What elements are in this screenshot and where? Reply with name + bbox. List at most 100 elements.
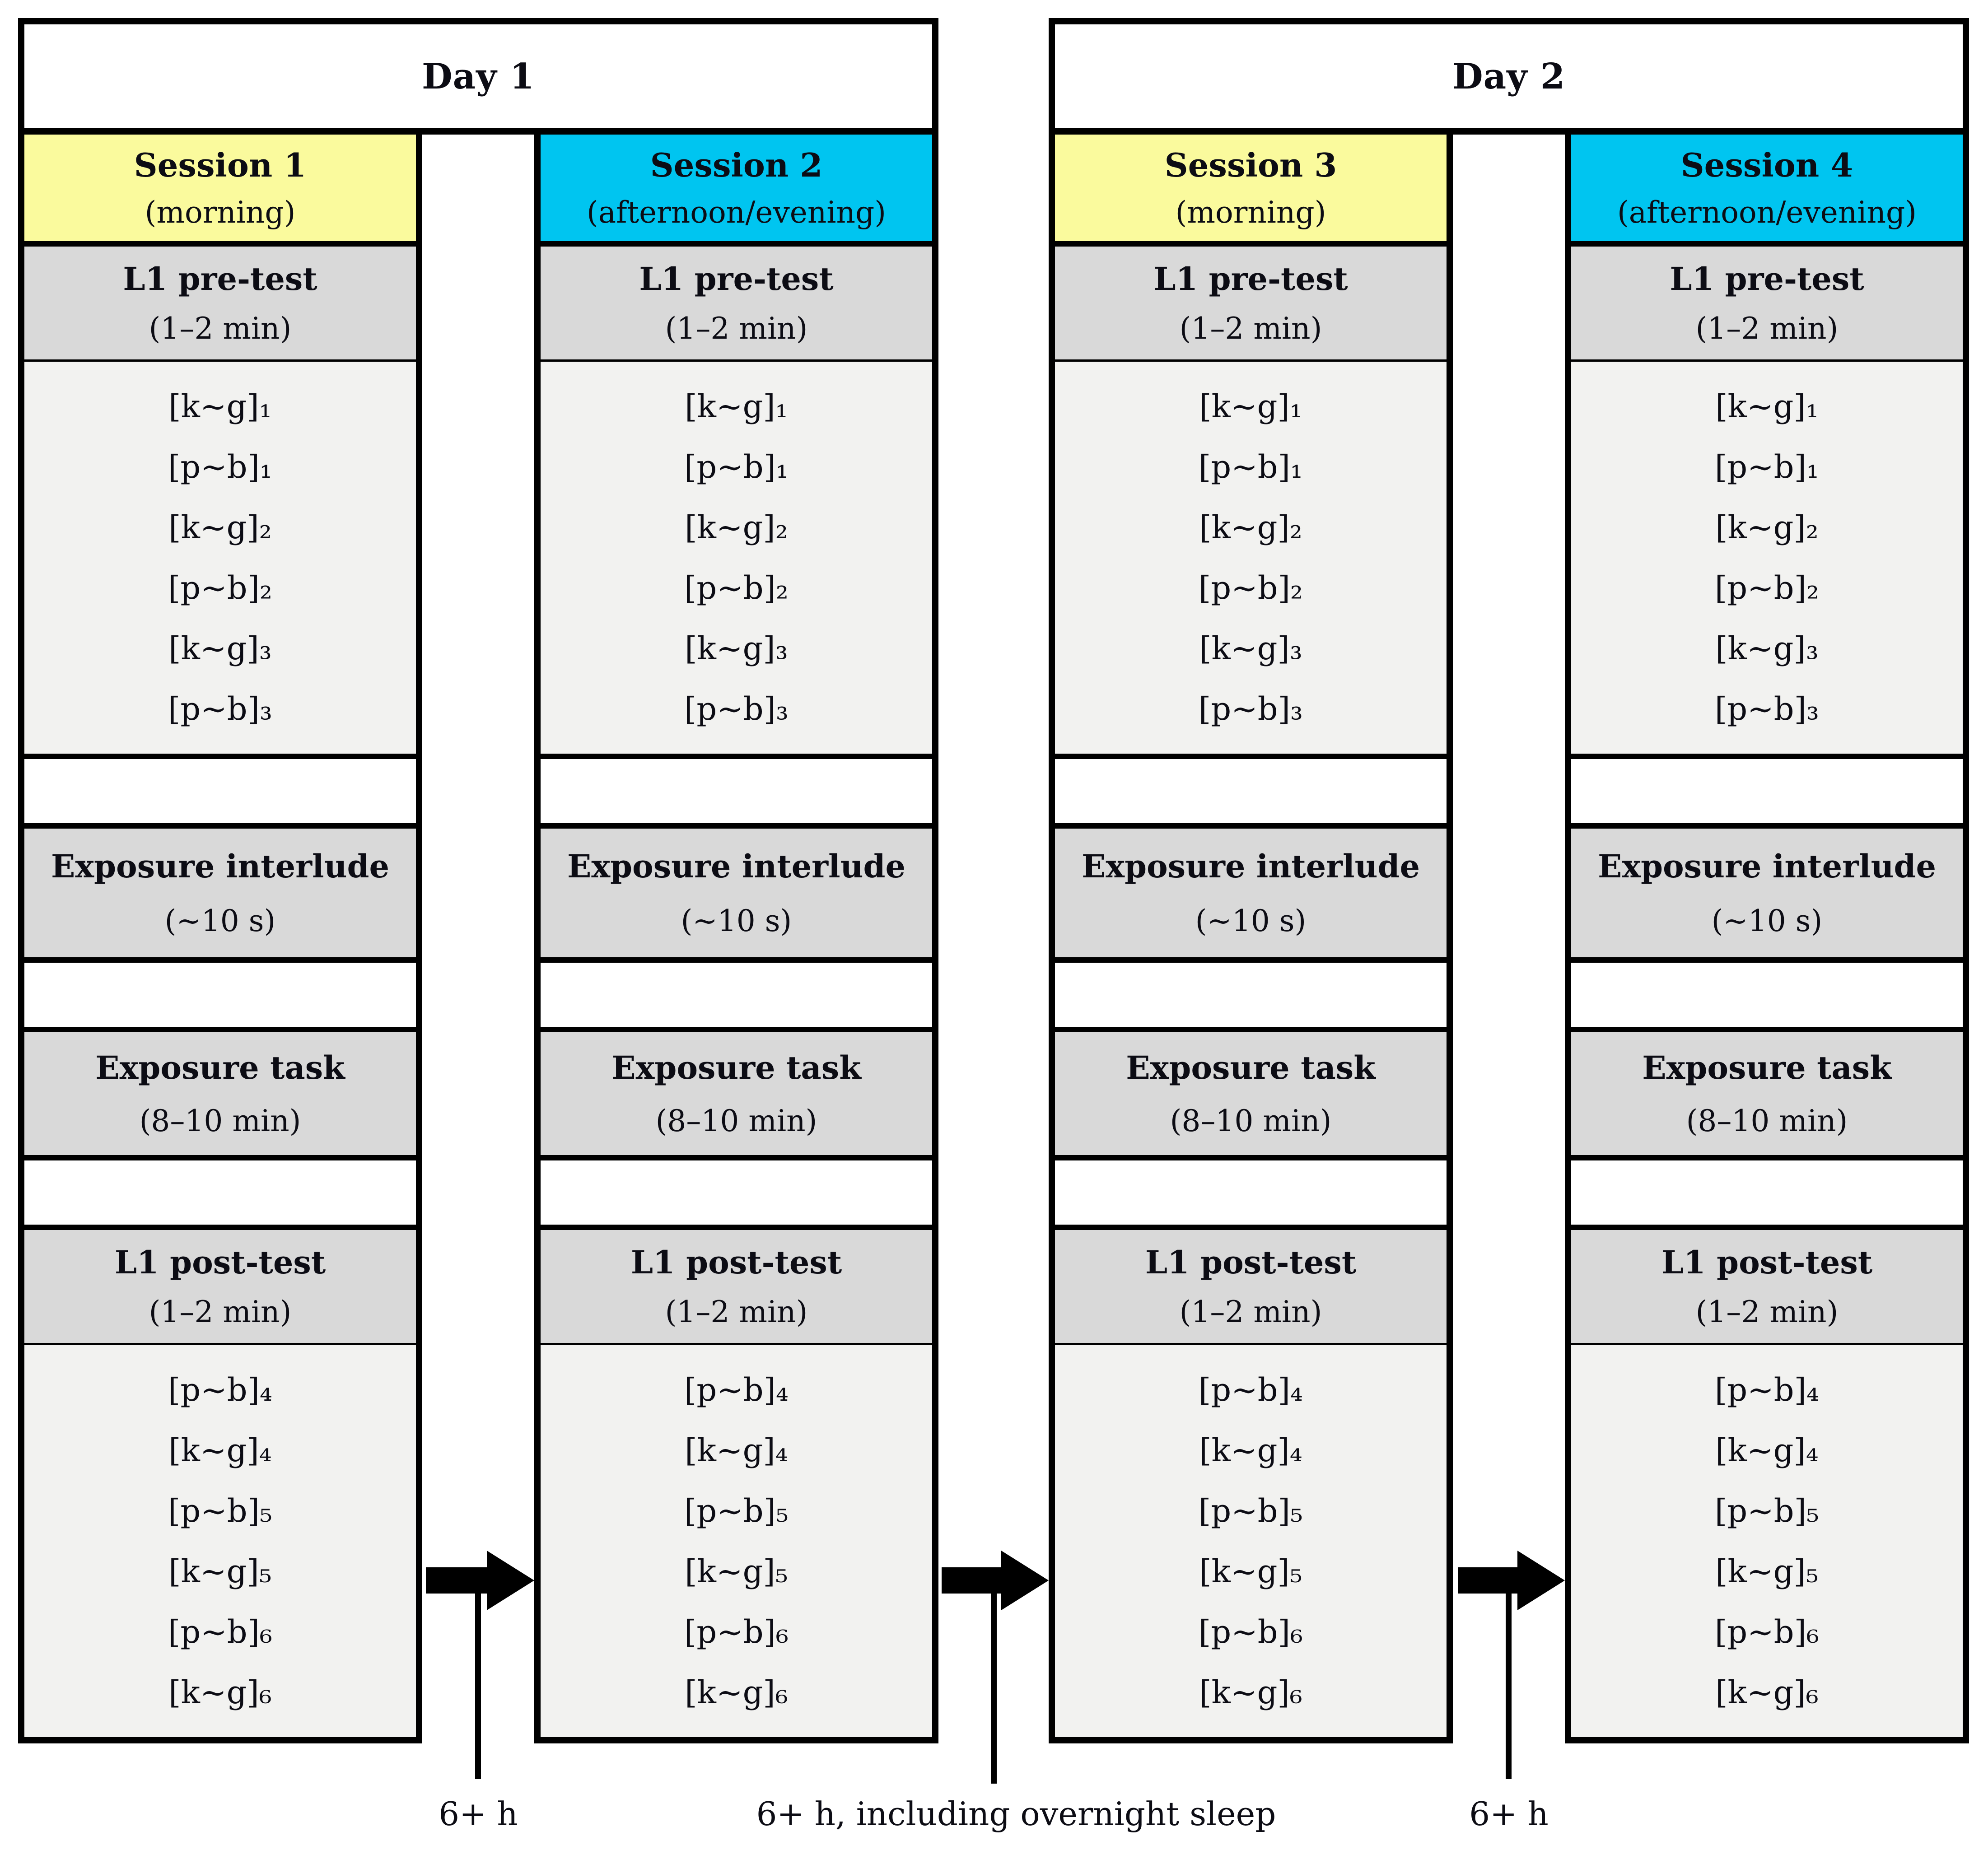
- gap-spacer: [24, 759, 416, 823]
- stimulus-item: [k~g]₃: [168, 630, 272, 667]
- gap-spacer: [24, 1160, 416, 1225]
- interlude-duration: (~10 s): [164, 904, 276, 939]
- pretest-label: L1 pre-test (1–2 min): [1055, 247, 1447, 362]
- arrow-head: [1517, 1551, 1565, 1610]
- posttest-label: L1 post-test (1–2 min): [541, 1230, 932, 1345]
- gap-spacer: [1571, 963, 1963, 1027]
- stimulus-item: [k~g]₃: [685, 630, 788, 667]
- posttest-title: L1 post-test: [1145, 1244, 1357, 1281]
- day-2-title: Day 2: [1452, 56, 1565, 97]
- gap-spacer: [1055, 963, 1447, 1027]
- session-title: Session 1: [134, 145, 307, 184]
- task-duration: (8–10 min): [1170, 1103, 1332, 1138]
- interlude-duration: (~10 s): [1711, 904, 1823, 939]
- task-title: Exposure task: [1126, 1049, 1376, 1087]
- posttest-title: L1 post-test: [1661, 1244, 1873, 1281]
- stimulus-item: [k~g]₆: [168, 1674, 272, 1711]
- stimulus-item: [p~b]₅: [1715, 1492, 1819, 1529]
- posttest-stimuli-list: [p~b]₄ [k~g]₄ [p~b]₅ [k~g]₅ [p~b]₆ [k~g]…: [1571, 1345, 1963, 1737]
- task-block: Exposure task (8–10 min): [541, 1032, 932, 1155]
- stimulus-item: [k~g]₁: [1715, 388, 1819, 425]
- stimulus-item: [p~b]₁: [168, 448, 272, 485]
- stimulus-item: [k~g]₆: [685, 1674, 788, 1711]
- session-3-column: Session 3 (morning) L1 pre-test (1–2 min…: [1049, 135, 1453, 1743]
- posttest-label: L1 post-test (1–2 min): [1571, 1230, 1963, 1345]
- stimulus-item: [p~b]₆: [168, 1613, 272, 1650]
- pretest-label: L1 pre-test (1–2 min): [1571, 247, 1963, 362]
- gap-spacer: [541, 963, 932, 1027]
- pretest-duration: (1–2 min): [1179, 311, 1322, 346]
- session-title: Session 2: [650, 145, 823, 184]
- interlude-duration: (~10 s): [1195, 904, 1307, 939]
- pretest-title: L1 pre-test: [1670, 260, 1864, 298]
- stimulus-item: [k~g]₄: [1199, 1432, 1302, 1469]
- stimulus-item: [k~g]₃: [1715, 630, 1819, 667]
- pretest-block: L1 pre-test (1–2 min) [k~g]₁ [p~b]₁ [k~g…: [1055, 247, 1447, 754]
- posttest-label: L1 post-test (1–2 min): [1055, 1230, 1447, 1345]
- stimulus-item: [k~g]₂: [1715, 509, 1819, 546]
- posttest-block: L1 post-test (1–2 min) [p~b]₄ [k~g]₄ [p~…: [1055, 1230, 1447, 1737]
- session-3-header: Session 3 (morning): [1055, 135, 1447, 241]
- stimulus-item: [k~g]₃: [1199, 630, 1302, 667]
- stimulus-item: [p~b]₅: [1199, 1492, 1303, 1529]
- stimulus-item: [p~b]₆: [684, 1613, 789, 1650]
- arrow-head: [1001, 1551, 1049, 1610]
- stimulus-item: [k~g]₅: [168, 1553, 272, 1590]
- interlude-title: Exposure interlude: [51, 847, 389, 885]
- task-duration: (8–10 min): [1686, 1103, 1848, 1138]
- stimulus-item: [p~b]₃: [1199, 690, 1303, 727]
- stimulus-item: [p~b]₄: [1199, 1371, 1303, 1408]
- task-title: Exposure task: [611, 1049, 861, 1087]
- stimulus-item: [k~g]₅: [1199, 1553, 1302, 1590]
- stimulus-item: [p~b]₁: [1715, 448, 1819, 485]
- posttest-title: L1 post-test: [630, 1244, 842, 1281]
- posttest-duration: (1–2 min): [1179, 1295, 1322, 1329]
- task-block: Exposure task (8–10 min): [1571, 1032, 1963, 1155]
- stimulus-item: [p~b]₆: [1715, 1613, 1819, 1650]
- pretest-duration: (1–2 min): [665, 311, 808, 346]
- pretest-stimuli-list: [k~g]₁ [p~b]₁ [k~g]₂ [p~b]₂ [k~g]₃ [p~b]…: [541, 362, 932, 754]
- session-4-column: Session 4 (afternoon/evening) L1 pre-tes…: [1565, 135, 1969, 1743]
- stimulus-item: [p~b]₂: [168, 569, 272, 606]
- stimulus-item: [p~b]₅: [684, 1492, 789, 1529]
- gap-spacer: [1055, 1160, 1447, 1225]
- session-time-of-day: (morning): [145, 195, 296, 230]
- task-duration: (8–10 min): [655, 1103, 817, 1138]
- session-title: Session 3: [1164, 145, 1337, 184]
- gap-spacer: [1571, 1160, 1963, 1225]
- pretest-stimuli-list: [k~g]₁ [p~b]₁ [k~g]₂ [p~b]₂ [k~g]₃ [p~b]…: [1055, 362, 1447, 754]
- task-title: Exposure task: [95, 1049, 345, 1087]
- stimulus-item: [p~b]₃: [1715, 690, 1819, 727]
- stimulus-item: [k~g]₂: [685, 509, 788, 546]
- day-1-title: Day 1: [422, 56, 535, 97]
- stimulus-item: [k~g]₁: [685, 388, 788, 425]
- stimulus-item: [p~b]₆: [1199, 1613, 1303, 1650]
- pretest-label: L1 pre-test (1–2 min): [541, 247, 932, 362]
- interlude-block: Exposure interlude (~10 s): [24, 829, 416, 957]
- stimulus-item: [p~b]₂: [1715, 569, 1819, 606]
- stimulus-item: [k~g]₂: [1199, 509, 1302, 546]
- stimulus-item: [p~b]₅: [168, 1492, 272, 1529]
- interlude-title: Exposure interlude: [567, 847, 905, 885]
- stimulus-item: [k~g]₂: [168, 509, 272, 546]
- posttest-duration: (1–2 min): [665, 1295, 808, 1329]
- pretest-stimuli-list: [k~g]₁ [p~b]₁ [k~g]₂ [p~b]₂ [k~g]₃ [p~b]…: [24, 362, 416, 754]
- posttest-stimuli-list: [p~b]₄ [k~g]₄ [p~b]₅ [k~g]₅ [p~b]₆ [k~g]…: [541, 1345, 932, 1737]
- stimulus-item: [k~g]₄: [685, 1432, 788, 1469]
- stimulus-item: [p~b]₄: [168, 1371, 272, 1408]
- posttest-duration: (1–2 min): [149, 1295, 292, 1329]
- posttest-stimuli-list: [p~b]₄ [k~g]₄ [p~b]₅ [k~g]₅ [p~b]₆ [k~g]…: [24, 1345, 416, 1737]
- posttest-duration: (1–2 min): [1695, 1295, 1839, 1329]
- pretest-stimuli-list: [k~g]₁ [p~b]₁ [k~g]₂ [p~b]₂ [k~g]₃ [p~b]…: [1571, 362, 1963, 754]
- interlude-title: Exposure interlude: [1081, 847, 1420, 885]
- pretest-title: L1 pre-test: [1153, 260, 1348, 298]
- gap-spacer: [1055, 759, 1447, 823]
- stimulus-item: [k~g]₅: [1715, 1553, 1819, 1590]
- posttest-title: L1 post-test: [114, 1244, 326, 1281]
- pretest-block: L1 pre-test (1–2 min) [k~g]₁ [p~b]₁ [k~g…: [1571, 247, 1963, 754]
- interval-connector-line: [991, 1580, 997, 1784]
- gap-spacer: [541, 1160, 932, 1225]
- session-4-header: Session 4 (afternoon/evening): [1571, 135, 1963, 241]
- interval-label: 6+ h: [1469, 1795, 1549, 1833]
